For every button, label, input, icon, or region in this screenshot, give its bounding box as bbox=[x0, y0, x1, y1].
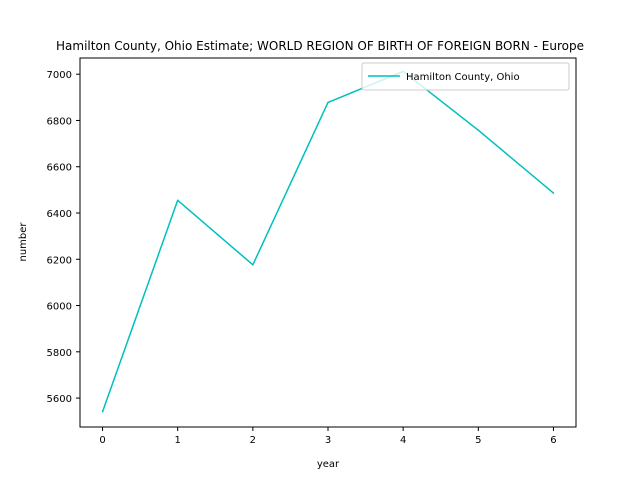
data-point bbox=[477, 129, 480, 131]
data-point bbox=[101, 410, 104, 413]
y-axis-ticks: 5600 5800 6000 6200 6400 6600 6800 7000 bbox=[47, 70, 80, 405]
y-tick-label: 7000 bbox=[47, 70, 72, 81]
chart-title: Hamilton County, Ohio Estimate; WORLD RE… bbox=[56, 39, 584, 53]
x-tick-label: 4 bbox=[400, 435, 406, 446]
x-tick-label: 0 bbox=[99, 435, 105, 446]
y-tick-label: 5800 bbox=[47, 348, 72, 359]
data-point bbox=[176, 199, 179, 202]
y-tick-label: 6800 bbox=[47, 116, 72, 127]
y-tick-label: 5600 bbox=[47, 394, 72, 405]
x-axis-ticks: 0 1 2 3 4 5 6 bbox=[99, 427, 557, 446]
legend-box bbox=[361, 62, 570, 91]
y-tick-label: 6600 bbox=[47, 163, 72, 174]
series-layer bbox=[101, 70, 555, 413]
series-line bbox=[101, 70, 554, 412]
x-tick-label: 2 bbox=[250, 435, 256, 446]
legend-label: Hamilton County, Ohio bbox=[406, 72, 520, 83]
x-axis-label: year bbox=[317, 459, 340, 470]
data-point bbox=[252, 264, 254, 266]
y-tick-label: 6400 bbox=[47, 209, 72, 220]
y-tick-label: 6000 bbox=[47, 302, 72, 313]
x-tick-label: 6 bbox=[550, 435, 556, 446]
data-point bbox=[552, 192, 555, 194]
plot-frame bbox=[79, 57, 577, 428]
legend: Hamilton County, Ohio bbox=[361, 62, 570, 91]
x-tick-label: 5 bbox=[475, 435, 481, 446]
y-tick-label: 6200 bbox=[47, 255, 72, 266]
y-axis-label: number bbox=[18, 222, 29, 262]
x-tick-label: 3 bbox=[325, 435, 331, 446]
x-tick-label: 1 bbox=[175, 435, 181, 446]
data-point bbox=[327, 101, 329, 104]
